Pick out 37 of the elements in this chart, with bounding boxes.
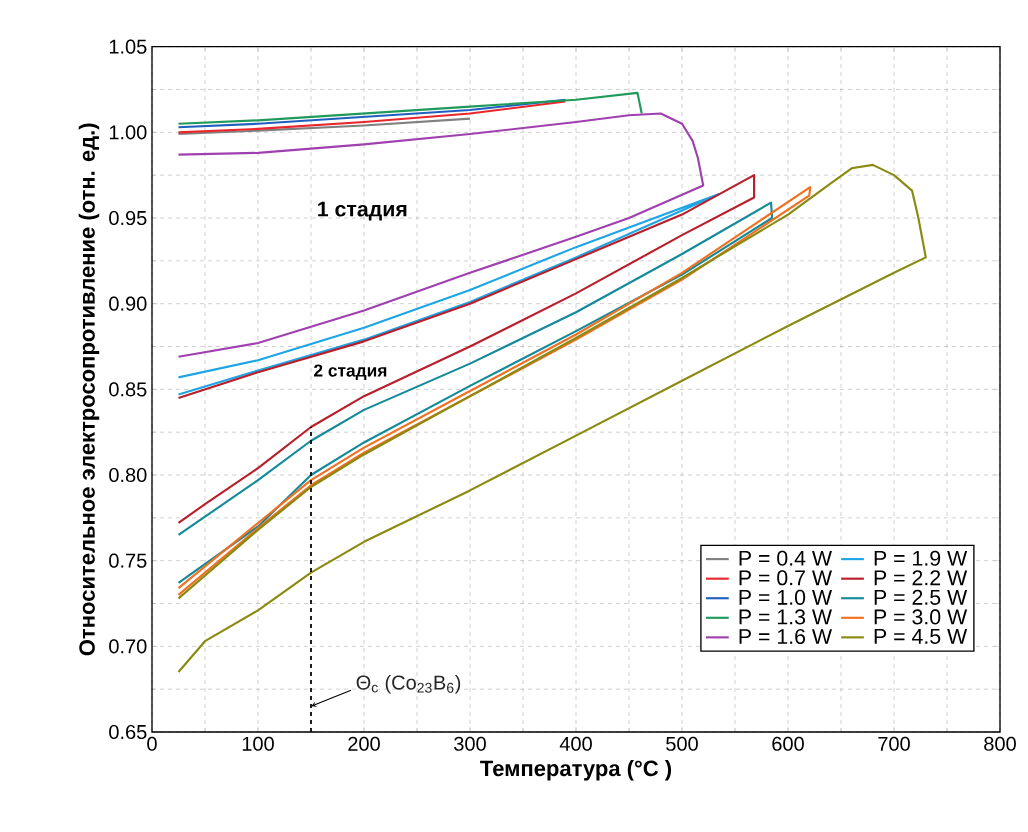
legend-label: P = 1.3 W [739,609,832,625]
y-tick-label: 0.75 [109,553,147,568]
x-tick-label: 600 [772,736,804,751]
x-tick-label: 400 [559,736,592,751]
legend-label: P = 0.7 W [739,570,832,586]
line-series [177,117,472,136]
x-tick-label: 100 [242,736,274,751]
annotation: 2 стадия [314,364,387,380]
legend-label: P = 3.0 W [874,609,968,625]
y-tick-label: 0.80 [109,467,147,483]
y-tick-label: 0.95 [109,210,147,226]
y-tick-label: 1.00 [109,125,147,140]
y-tick-label: 0.70 [109,639,147,654]
x-tick-label: 700 [878,736,910,751]
legend-label: P = 0.4 W [739,550,832,566]
x-tick-label: 500 [666,736,698,751]
annotation: 1 стадия [318,201,407,221]
legend-label: P = 2.5 W [874,589,968,605]
y-axis-title: Относительное электросопротивление (отн. ед.) [78,123,100,656]
x-tick-label: 300 [454,736,486,751]
x-axis-title: Температура (°C ) [480,760,672,781]
legend-label: P = 1.6 W [739,628,832,645]
legend-label: P = 2.2 W [874,570,968,586]
y-tick-label: 1.05 [109,39,147,54]
y-tick-label: 0.85 [109,382,147,397]
y-tick-label: 0.90 [109,296,147,311]
x-tick-label: 200 [348,736,380,751]
annotation: Θ$_{c}$ (Co$_{23}$B$_{6}$) [356,674,461,694]
x-tick-label: 800 [984,736,1016,751]
legend-label: P = 1.9 W [874,550,968,566]
line-series [177,112,705,358]
legend-label: P = 4.5 W [874,629,968,644]
y-tick-label: 0.65 [109,724,147,740]
line-series [177,174,756,525]
line-series [177,192,721,396]
legend-label: P = 1.0 W [739,589,832,605]
x-tick-label: 0 [147,736,157,751]
